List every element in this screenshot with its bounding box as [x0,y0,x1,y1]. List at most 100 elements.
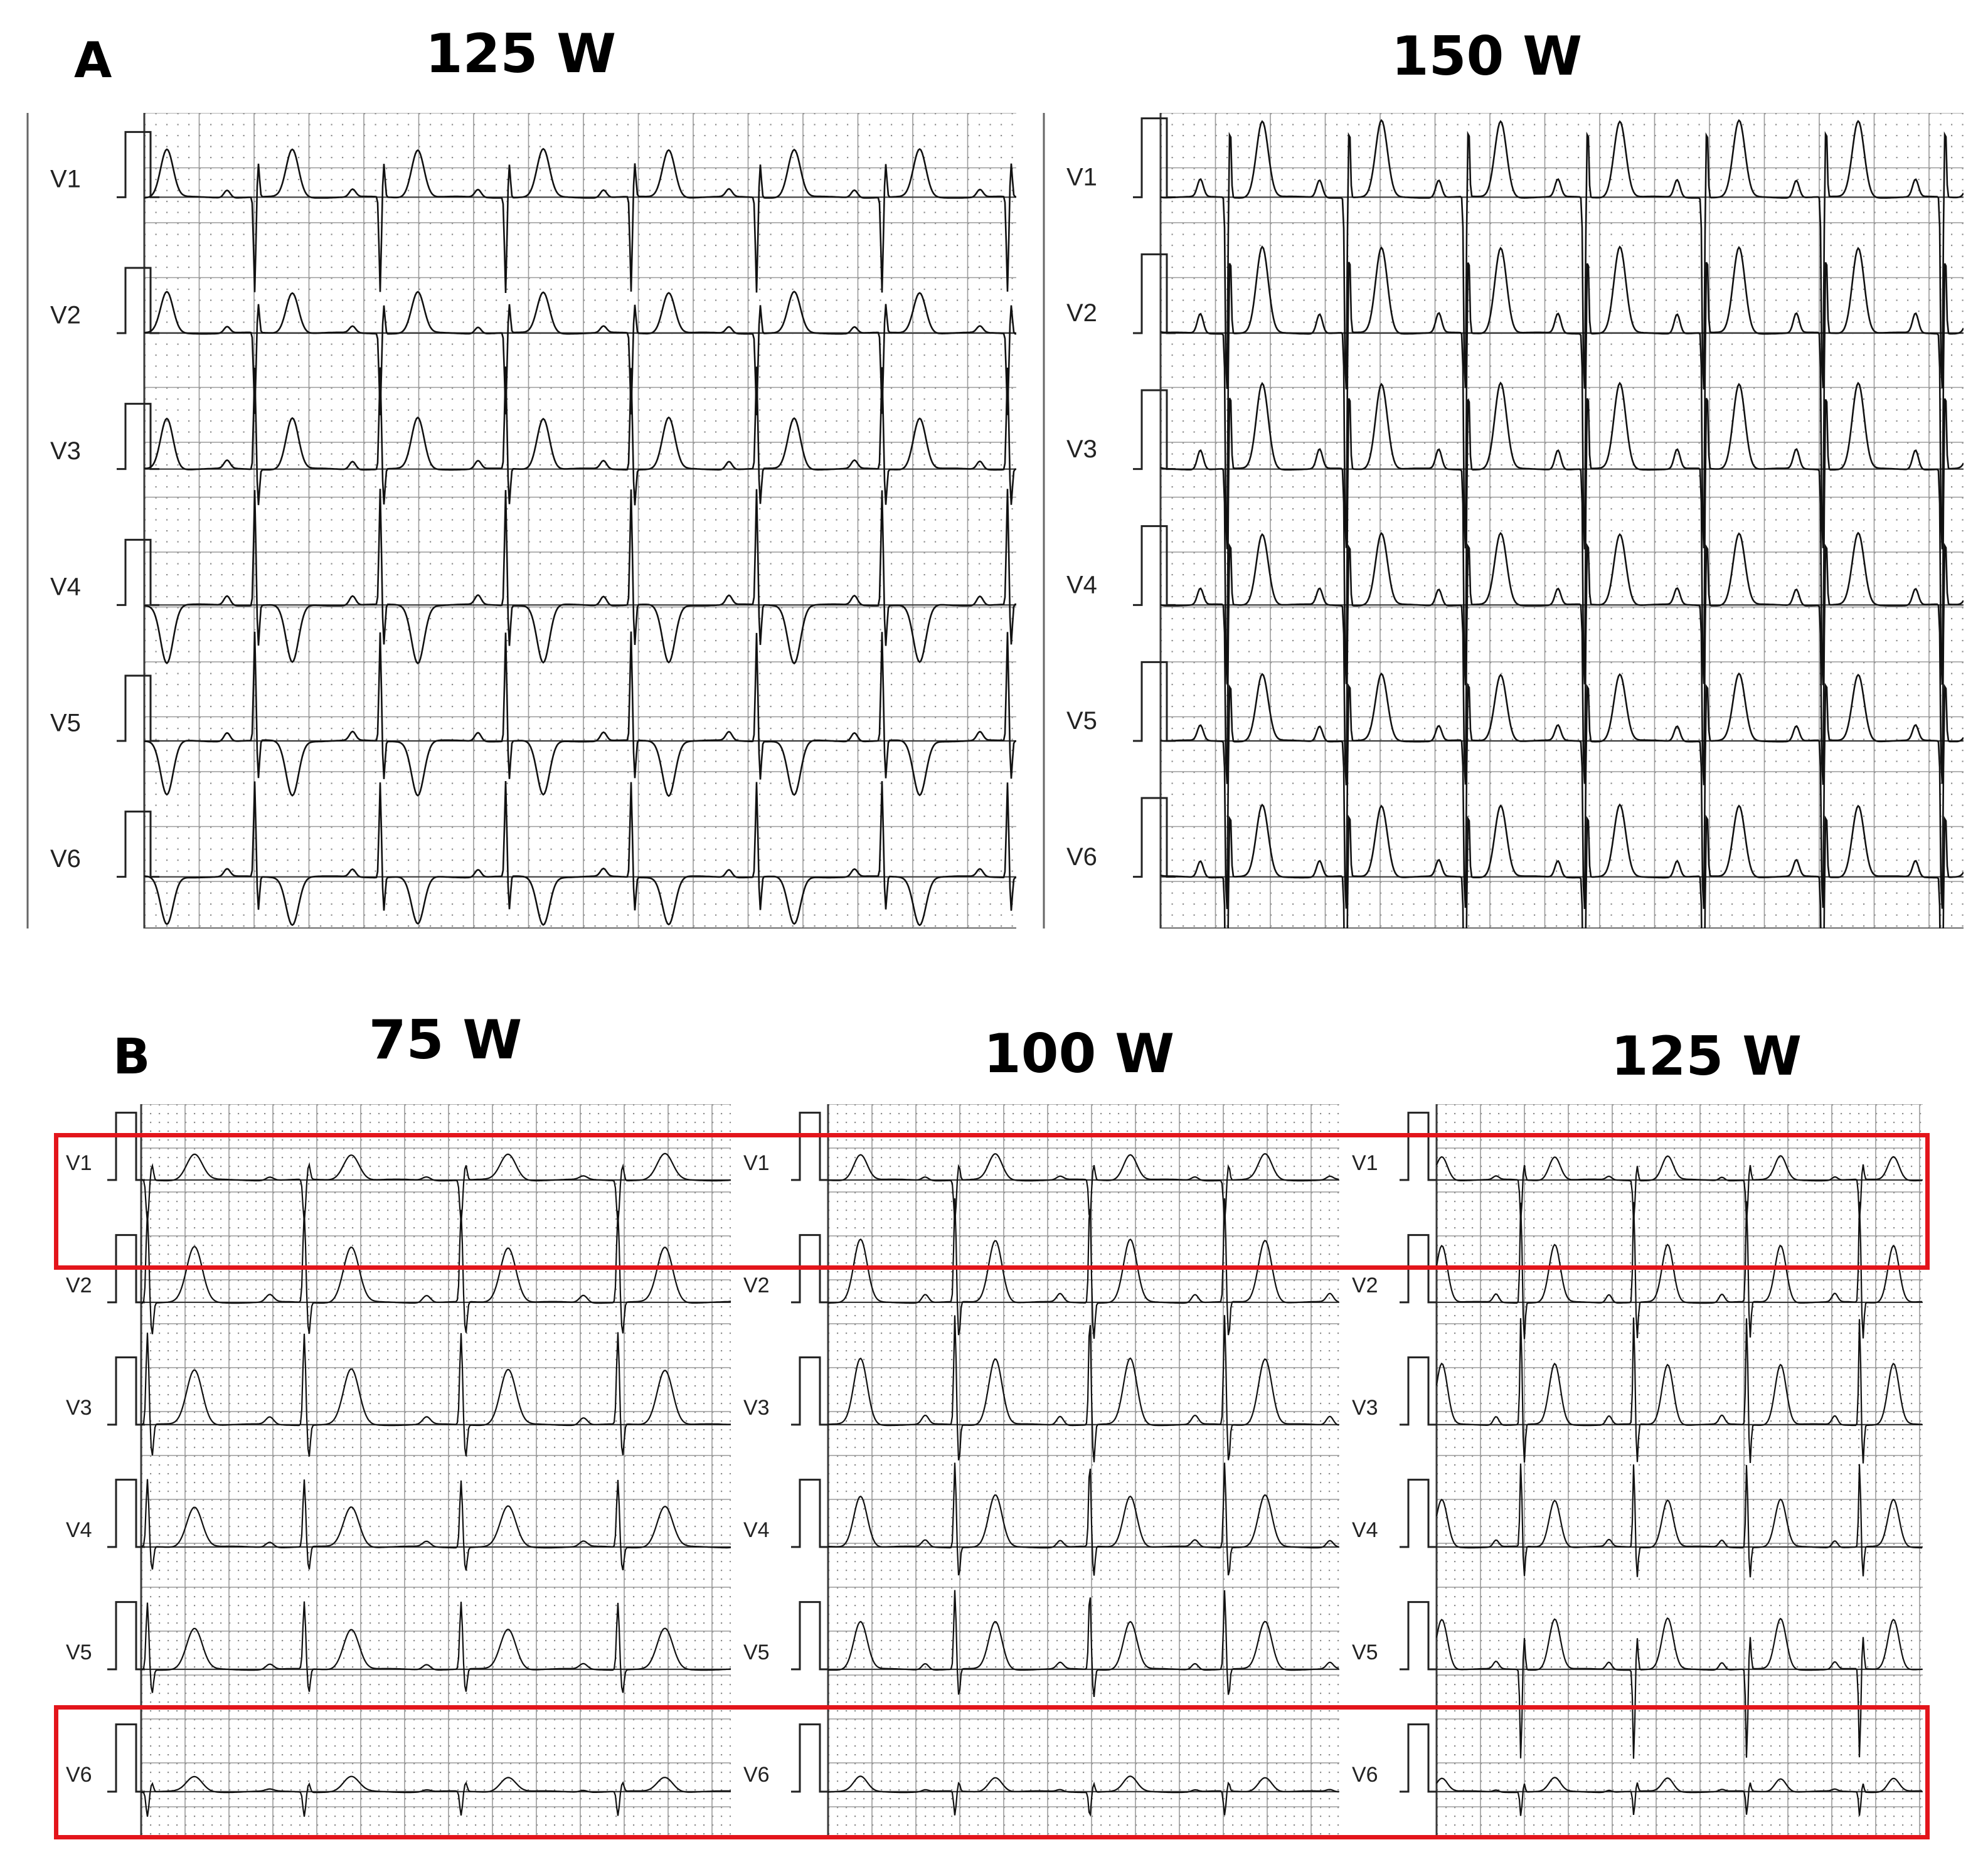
ecg-panel-a1: V1 V2 V3 V4 V5 V6 [25,113,1016,928]
calibration-pulse [1400,1479,1437,1548]
lead-label-v2: V2 [1352,1274,1378,1297]
ecg-svg: V1 V2 V3 V4 V5 V6 [66,1104,731,1838]
ecg-trace-v3 [144,366,1016,506]
ecg-trace-v4 [1160,531,1964,785]
panel-b3-title: 125 W [1610,1025,1802,1088]
ecg-trace-v1 [1435,1155,1923,1223]
lead-label-v6: V6 [743,1763,770,1787]
lead-label-v4: V4 [1066,571,1097,598]
ecg-trace-v6 [828,1775,1339,1817]
lead-label-v6: V6 [1352,1763,1378,1787]
lead-label-v5: V5 [50,709,81,737]
lead-label-v5: V5 [66,1641,92,1664]
calibration-pulse [107,1723,145,1793]
lead-label-v5: V5 [1352,1641,1378,1664]
lead-label-v2: V2 [1066,299,1097,327]
ecg-trace-v5 [1435,1617,1923,1759]
ecg-svg: V1 V2 V3 V4 V5 V6 [26,113,1016,928]
ecg-trace-v5 [1160,672,1964,910]
ecg-trace-v6 [1160,803,1964,928]
ecg-trace-v2 [144,290,1016,416]
lead-label-v3: V3 [66,1396,92,1420]
calibration-pulse [791,1723,829,1793]
lead-label-v4: V4 [66,1518,92,1542]
ecg-trace-v3 [1435,1317,1923,1464]
ecg-grid [1159,113,1964,928]
ecg-panel-b3: V1 V2 V3 V4 V5 V6 [1342,1104,1932,1838]
calibration-pulse [1400,1112,1437,1181]
lead-label-v2: V2 [743,1274,770,1297]
ecg-trace-v2 [141,1210,731,1334]
calibration-pulse [1400,1601,1437,1671]
section-b-label: B [113,1029,151,1085]
ecg-trace-v4 [828,1462,1339,1576]
ecg-trace-v5 [144,631,1016,797]
lead-label-v2: V2 [66,1274,92,1297]
ecg-trace-v6 [144,780,1016,927]
ecg-panel-b1: V1 V2 V3 V4 V5 V6 [56,1104,740,1838]
lead-label-v1: V1 [50,166,81,193]
lead-label-v4: V4 [50,573,81,601]
panel-a2-title: 150 W [1391,25,1583,88]
ecg-trace-v5 [141,1601,731,1693]
calibration-pulse [791,1356,829,1426]
calibration-pulse [1400,1723,1437,1793]
lead-label-v6: V6 [66,1763,92,1787]
lead-label-v1: V1 [743,1151,770,1175]
ecg-trace-v4 [144,489,1016,665]
lead-label-v4: V4 [743,1518,770,1542]
lead-label-v6: V6 [1066,843,1097,871]
calibration-pulse [791,1479,829,1548]
lead-label-v3: V3 [1066,435,1097,463]
calibration-pulse [107,1234,145,1304]
lead-label-v5: V5 [743,1641,770,1664]
ecg-grid [143,113,1016,928]
calibration-pulse [791,1112,829,1181]
ecg-trace-v3 [141,1332,731,1457]
calibration-pulse [1400,1356,1437,1426]
ecg-trace-v4 [1435,1463,1922,1578]
ecg-trace-v6 [1436,1777,1922,1816]
ecg-trace-v1 [141,1152,731,1224]
calibration-pulse [107,1112,145,1181]
lead-label-v1: V1 [66,1151,92,1175]
lead-label-v2: V2 [50,301,81,329]
calibration-pulse [791,1234,829,1304]
ecg-trace-v1 [144,147,1016,294]
ecg-trace-v2 [1160,245,1964,550]
lead-label-v5: V5 [1066,707,1097,735]
ecg-panel-a2: V1 V2 V3 V4 V5 V6 [1041,113,1964,928]
lead-label-v3: V3 [743,1396,770,1420]
ecg-trace-v5 [827,1590,1339,1698]
lead-label-v1: V1 [1066,163,1097,191]
lead-label-v4: V4 [1352,1518,1378,1542]
lead-label-v6: V6 [50,845,81,873]
lead-label-v3: V3 [1352,1396,1378,1420]
ecg-trace-v1 [1160,119,1964,390]
calibration-pulse [117,538,159,606]
panel-b2-title: 100 W [983,1023,1175,1085]
calibration-pulse [107,1356,145,1426]
calibration-pulse [117,403,159,471]
highlight-box-v1 [54,1133,1930,1270]
ecg-trace-v4 [141,1479,731,1571]
calibration-pulse [117,267,159,334]
section-a-label: A [74,33,112,89]
ecg-grid [140,1104,731,1838]
panel-a1-title: 125 W [425,23,617,85]
ecg-trace-v6 [141,1775,731,1817]
calibration-pulse [117,811,159,878]
calibration-pulse [791,1601,829,1671]
calibration-pulse [117,674,159,742]
ecg-trace-v3 [1160,381,1964,686]
lead-label-v1: V1 [1352,1151,1378,1175]
calibration-pulse [117,130,159,198]
ecg-trace-v1 [827,1152,1339,1223]
ecg-trace-v2 [1435,1201,1923,1339]
ecg-grid [1435,1104,1923,1838]
ecg-svg: V1 V2 V3 V4 V5 V6 [1352,1104,1923,1838]
ecg-panel-b2: V1 V2 V3 V4 V5 V6 [734,1104,1349,1838]
ecg-svg: V1 V2 V3 V4 V5 V6 [1043,113,1964,928]
panel-b1-title: 75 W [368,1009,523,1072]
calibration-pulse [107,1479,145,1548]
